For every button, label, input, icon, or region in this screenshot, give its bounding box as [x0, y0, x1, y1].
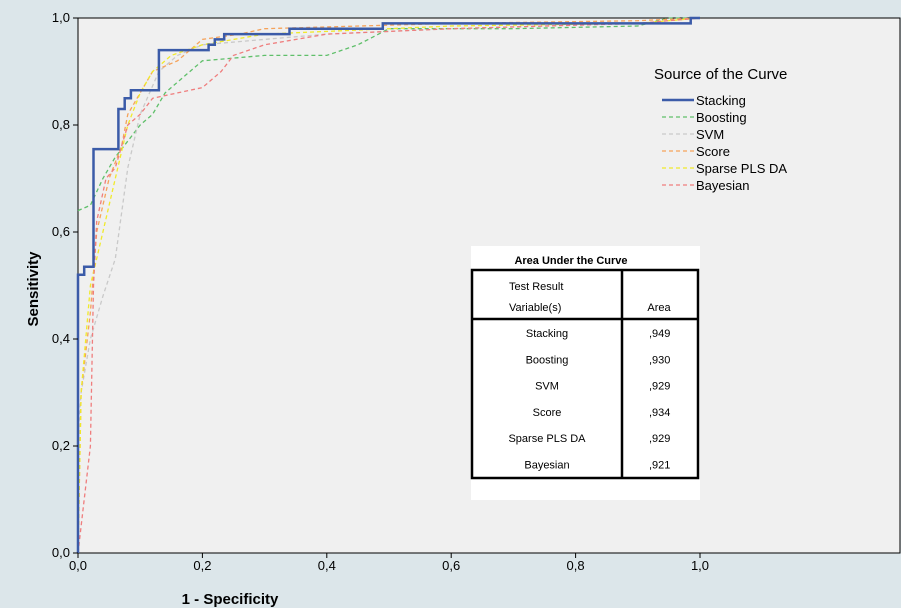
auc-table-frame	[470, 268, 700, 480]
auc-header-variable-line1: Test Result	[509, 281, 563, 293]
series-line-bayesian	[77, 17, 701, 554]
y-tick-label-0-6: 0,6	[52, 224, 70, 239]
y-tick-label-0-4: 0,4	[52, 331, 70, 346]
auc-row-variable-score: Score	[533, 407, 562, 419]
x-tick-label-0-0: 0,0	[69, 558, 87, 573]
x-tick-label-0-4: 0,4	[318, 558, 336, 573]
auc-table: Area Under the Curve Test Result Variabl…	[470, 246, 700, 500]
legend: Source of the Curve Stacking Boosting SVM S…	[654, 66, 787, 193]
y-tick-label-1-0: 1,0	[52, 10, 70, 25]
y-tick-label-0-0: 0,0	[52, 545, 70, 560]
x-tick-label-0-2: 0,2	[193, 558, 211, 573]
auc-header-variable-line2: Variable(s)	[509, 302, 561, 314]
y-tick-label-0-2: 0,2	[52, 438, 70, 453]
auc-row-area-boosting: ,930	[649, 354, 670, 366]
auc-row-variable-stacking: Stacking	[526, 328, 568, 340]
legend-label-score: Score	[696, 144, 730, 159]
legend-label-svm: SVM	[696, 127, 724, 142]
series-line-stacking	[76, 16, 700, 553]
auc-table-rows: Stacking ,949 Boosting ,930 SVM ,929 Score ,934…	[508, 328, 670, 472]
series-line-boosting	[77, 17, 700, 212]
legend-label-stacking: Stacking	[696, 93, 746, 108]
auc-header-area: Area	[647, 302, 671, 314]
auc-table-background	[471, 246, 700, 500]
x-tick-label-0-8: 0,8	[567, 558, 585, 573]
y-tick-label-0-8: 0,8	[52, 117, 70, 132]
legend-label-sparse-pls-da: Sparse PLS DA	[696, 161, 787, 176]
auc-row-area-bayesian: ,921	[649, 460, 670, 472]
auc-row-area-score: ,934	[649, 407, 670, 419]
auc-row-area-sparse-pls-da: ,929	[649, 433, 670, 445]
auc-row-area-stacking: ,949	[649, 328, 670, 340]
auc-row-variable-sparse-pls-da: Sparse PLS DA	[508, 433, 586, 445]
x-axis-title: 1 - Specificity	[182, 591, 279, 608]
auc-row-area-svm: ,929	[649, 381, 670, 393]
y-axis-title: Sensitivity	[25, 251, 42, 327]
auc-row-variable-svm: SVM	[535, 381, 559, 393]
auc-table-title: Area Under the Curve	[514, 255, 627, 267]
x-tick-label-0-6: 0,6	[442, 558, 460, 573]
legend-title: Source of the Curve	[654, 66, 787, 83]
x-tick-label-1-0: 1,0	[691, 558, 709, 573]
legend-label-bayesian: Bayesian	[696, 178, 749, 193]
roc-curves	[76, 16, 701, 554]
axes: 0,0 0,2 0,4 0,6 0,8 1,0 0,0 0,2 0,4 0,6 0,8 1,0	[52, 10, 709, 573]
auc-row-variable-boosting: Boosting	[526, 354, 569, 366]
series-line-sparse-pls-da	[77, 17, 701, 554]
auc-row-variable-bayesian: Bayesian	[524, 460, 569, 472]
legend-label-boosting: Boosting	[696, 110, 747, 125]
